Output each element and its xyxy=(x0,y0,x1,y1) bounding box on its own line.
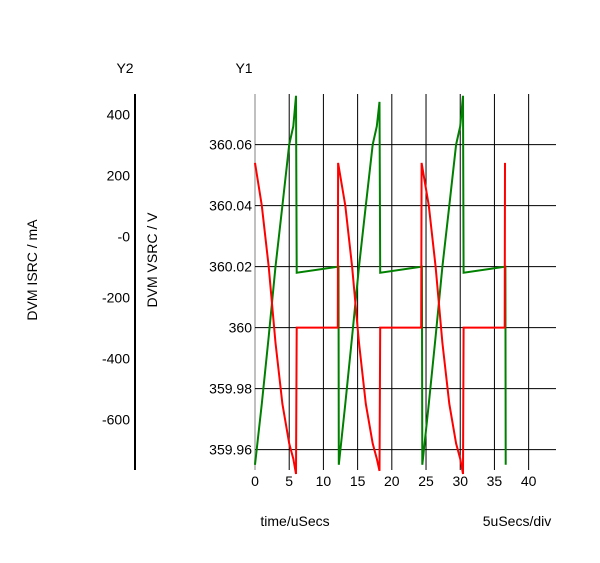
y1-tick-label: 359.96 xyxy=(209,442,252,458)
y2-tick-label: -0 xyxy=(118,228,131,244)
y1-tick-label: 360.02 xyxy=(209,259,252,275)
y2-tick-label: -400 xyxy=(102,350,130,366)
y2-axis-label: DVM ISRC / mA xyxy=(24,219,40,321)
y1-tick-label: 360 xyxy=(229,320,253,336)
x-tick-label: 30 xyxy=(452,473,468,489)
grid xyxy=(254,94,556,470)
y1-tick-label: 359.98 xyxy=(209,381,252,397)
x-tick-label: 40 xyxy=(521,473,537,489)
x-tick-label: 5 xyxy=(285,473,293,489)
y2-tick-label: -200 xyxy=(102,289,130,305)
y1-title: Y1 xyxy=(235,60,252,76)
y1-tick-label: 360.04 xyxy=(209,198,252,214)
series-line-red-trace xyxy=(254,162,506,475)
y1-tick-label: 360.06 xyxy=(209,137,252,153)
y2-tick-label: 200 xyxy=(107,167,131,183)
x-tick-label: 15 xyxy=(350,473,366,489)
x-tick-label: 35 xyxy=(487,473,503,489)
x-tick-label: 10 xyxy=(316,473,332,489)
y2-tick-label: 400 xyxy=(107,106,131,122)
x-tick-label: 0 xyxy=(251,473,259,489)
x-axis-label: time/uSecs xyxy=(260,513,329,529)
series-line-green-trace xyxy=(254,95,507,465)
x-tick-label: 20 xyxy=(384,473,400,489)
x-tick-label: 25 xyxy=(418,473,434,489)
x-scale-label: 5uSecs/div xyxy=(483,513,551,529)
y2-title: Y2 xyxy=(116,60,133,76)
y2-tick-label: -600 xyxy=(102,411,130,427)
y1-axis-label: DVM VSRC / V xyxy=(144,212,160,308)
